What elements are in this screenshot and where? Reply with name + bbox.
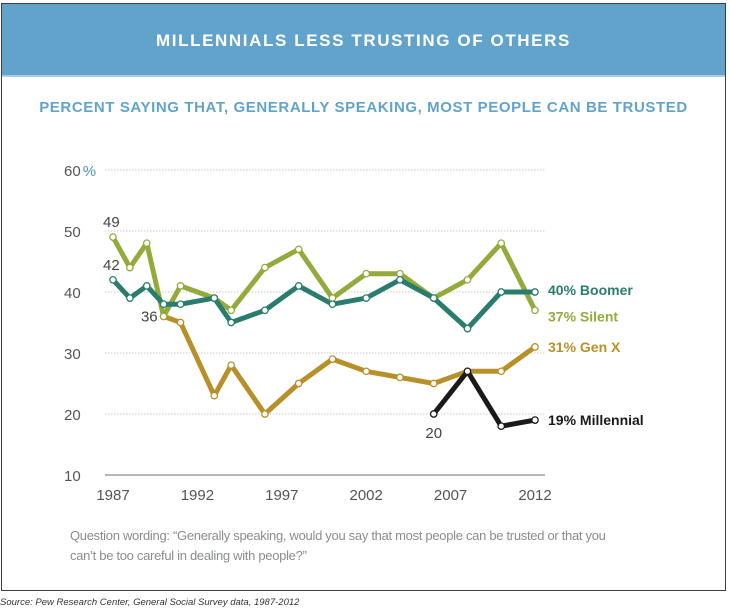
- silent-value-label: 49: [103, 214, 120, 231]
- millennial-value-label: 20: [425, 425, 442, 442]
- series-labels: 36 31% Gen X 49 37% Silent 42 40% Boomer 20 19%…: [103, 214, 644, 442]
- silent-point: [159, 312, 168, 321]
- boomer-point: [227, 318, 236, 327]
- chart-frame: MILLENNIALS LESS TRUSTING OF OTHERS PERC…: [1, 3, 726, 591]
- source-note: Source: Pew Research Center, General Soc…: [0, 597, 300, 608]
- y-tick-label: 50: [64, 224, 81, 241]
- millennial-point: [497, 422, 506, 431]
- gen-x-point: [531, 343, 539, 351]
- boomer-point: [531, 288, 539, 296]
- silent-point: [328, 294, 337, 302]
- silent-line: [110, 234, 538, 319]
- x-tick-label: 1987: [96, 487, 129, 504]
- millennial-point: [463, 367, 472, 376]
- gen-x-point: [429, 379, 438, 388]
- boomer-point: [142, 282, 151, 290]
- gen-x-point: [396, 373, 404, 382]
- gen-x-point: [261, 410, 269, 418]
- silent-point: [396, 269, 404, 278]
- boomer-point: [126, 294, 134, 302]
- silent-point: [126, 263, 134, 272]
- millennial-point: [429, 410, 438, 418]
- series-points: [109, 233, 539, 431]
- silent-end-label: 37% Silent: [548, 308, 618, 324]
- y-tick-label: 30: [64, 346, 81, 363]
- gen-x-point: [176, 318, 185, 327]
- gridlines: [105, 169, 545, 476]
- gen-x-point: [294, 379, 303, 388]
- boomer-point: [396, 275, 404, 284]
- gen-x-value-label: 36: [141, 308, 158, 325]
- question-wording: Question wording: “Generally speaking, w…: [70, 528, 606, 563]
- chart-title: MILLENNIALS LESS TRUSTING OF OTHERS: [156, 31, 571, 50]
- boomer-point: [109, 275, 117, 284]
- x-tick-label: 1997: [265, 487, 298, 504]
- silent-point: [362, 269, 371, 278]
- silent-point: [463, 275, 472, 284]
- x-tick-label: 2002: [350, 487, 383, 504]
- millennial-line: [431, 368, 538, 429]
- boomer-point: [261, 306, 269, 315]
- millennial-end-label: 19% Millennial: [548, 412, 644, 428]
- boomer-point: [159, 300, 168, 309]
- gen-x-point: [362, 367, 371, 376]
- boomer-point: [210, 294, 219, 302]
- boomer-point: [176, 300, 185, 309]
- boomer-point: [463, 324, 472, 333]
- millennial-point: [531, 416, 539, 424]
- silent-point: [142, 239, 151, 248]
- gen-x-point: [227, 361, 236, 370]
- silent-point: [497, 239, 506, 248]
- boomer-value-label: 42: [103, 257, 120, 274]
- chart-subtitle: PERCENT SAYING THAT, GENERALLY SPEAKING,…: [39, 99, 688, 116]
- x-tick-label: 2012: [518, 487, 551, 504]
- chart-header: MILLENNIALS LESS TRUSTING OF OTHERS: [2, 4, 725, 77]
- gen-x-line: [161, 313, 538, 417]
- boomer-end-label: 40% Boomer: [548, 282, 633, 298]
- boomer-point: [429, 294, 438, 302]
- boomer-point: [328, 300, 337, 309]
- boomer-line: [110, 277, 538, 332]
- boomer-point: [362, 294, 371, 302]
- x-axis-ticks: 1987 1992 1997 2002 2007 2012: [96, 487, 551, 504]
- gen-x-point: [497, 367, 506, 376]
- silent-point: [294, 245, 303, 254]
- boomer-point: [497, 288, 506, 296]
- boomer-point: [294, 282, 303, 290]
- gen-x-end-label: 31% Gen X: [548, 339, 621, 355]
- y-axis-ticks: 10 20 30 40 50 60%: [64, 163, 96, 485]
- silent-point: [261, 263, 269, 272]
- gen-x-point: [328, 355, 337, 363]
- series-lines: [110, 234, 538, 429]
- silent-point: [109, 233, 117, 241]
- y-tick-label: 40: [64, 285, 81, 302]
- gen-x-point: [210, 391, 219, 400]
- x-tick-label: 1992: [181, 487, 214, 504]
- y-tick-label: 10: [64, 468, 81, 485]
- x-tick-label: 2007: [434, 487, 467, 504]
- silent-point: [176, 282, 185, 290]
- silent-point: [227, 306, 236, 315]
- silent-point: [531, 306, 539, 315]
- y-tick-label: 20: [64, 407, 81, 424]
- y-tick-label: 60%: [64, 163, 96, 180]
